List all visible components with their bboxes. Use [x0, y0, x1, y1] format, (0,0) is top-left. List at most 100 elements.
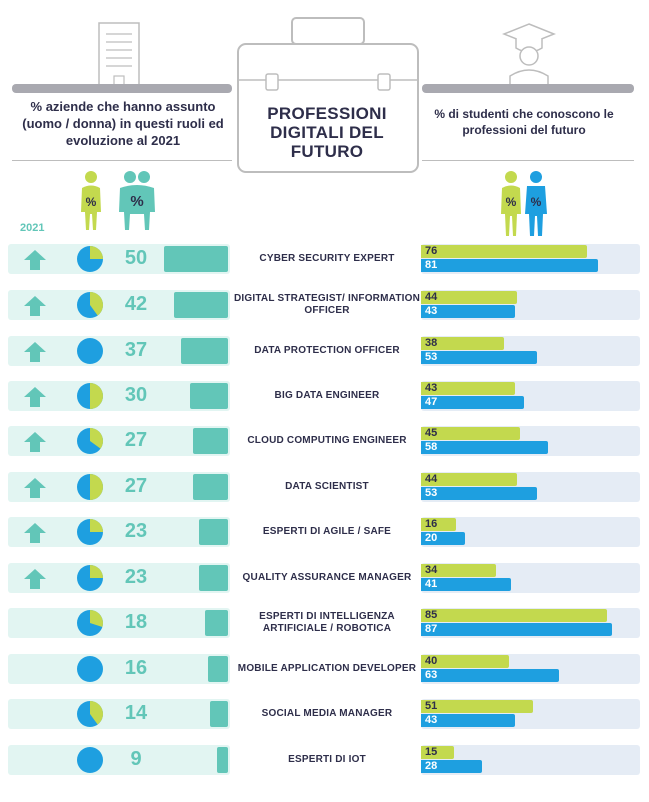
table-row: 18 ESPERTI DI INTELLIGENZA ARTIFICIALE / …	[0, 608, 649, 638]
up-arrow-icon	[24, 478, 46, 498]
companies-hiring-bar	[198, 565, 228, 591]
right-header-divider	[422, 160, 634, 161]
woman-man-percent-icon: % %	[501, 171, 547, 236]
profession-label: SOCIAL MEDIA MANAGER	[261, 708, 393, 719]
profession-label: BIG DATA ENGINEER	[274, 390, 380, 401]
profession-label: CYBER SECURITY EXPERT	[259, 253, 395, 264]
students-men-value: 63	[425, 669, 438, 681]
students-women-value: 85	[425, 609, 438, 621]
pie-slice-women	[90, 519, 103, 532]
companies-hiring-value: 23	[124, 566, 148, 588]
left-row-background	[8, 745, 230, 775]
table-row: 42 DIGITAL STRATEGIST/ INFORMATION OFFICE…	[0, 290, 649, 320]
woman-percent-symbol: %	[86, 195, 97, 209]
students-women-bar	[421, 746, 454, 759]
students-women-value: 43	[425, 382, 438, 394]
gender-pie-chart	[77, 565, 103, 591]
left-header-text: % aziende che hanno assunto (uomo / donn…	[22, 99, 224, 148]
graduate-icon	[502, 23, 556, 88]
students-men-value: 28	[425, 760, 438, 772]
students-men-bar	[421, 396, 524, 409]
gender-pie-chart	[77, 338, 103, 364]
pie-slice-men	[77, 656, 103, 682]
students-women-bar	[421, 564, 496, 577]
students-women-bar	[421, 245, 588, 258]
left-row-background	[8, 517, 230, 547]
profession-label: ESPERTI DI IOT	[288, 754, 366, 765]
students-men-bar	[421, 669, 559, 682]
students-men-bar	[421, 623, 612, 636]
profession-label: DATA SCIENTIST	[285, 481, 369, 492]
gender-pie-chart	[77, 701, 104, 727]
students-women-bar	[421, 518, 456, 531]
table-row: 14 SOCIAL MEDIA MANAGER 51 43	[0, 699, 649, 729]
companies-hiring-value: 23	[124, 520, 148, 542]
up-arrow-icon	[24, 387, 46, 407]
table-row: 50 CYBER SECURITY EXPERT 76 81	[0, 244, 649, 274]
students-women-value: 40	[425, 655, 438, 667]
companies-hiring-value: 37	[124, 339, 148, 361]
year-label: 2021	[20, 222, 45, 234]
up-arrow-icon	[24, 569, 46, 589]
students-men-value: 41	[425, 578, 438, 590]
center-title: PROFESSIONI DIGITALI DEL FUTURO	[267, 104, 387, 161]
companies-hiring-value: 9	[130, 748, 142, 770]
profession-label: QUALITY ASSURANCE MANAGER	[242, 572, 412, 583]
profession-label: CLOUD COMPUTING ENGINEER	[247, 435, 407, 446]
students-women-bar	[421, 427, 520, 440]
table-row: 23 ESPERTI DI AGILE / SAFE 16 20	[0, 517, 649, 547]
companies-hiring-value: 16	[124, 657, 148, 679]
students-men-value: 53	[425, 351, 438, 363]
gender-pie-chart	[77, 474, 103, 500]
companies-hiring-bar	[174, 292, 228, 318]
companies-hiring-value: 14	[124, 702, 148, 724]
table-row: 16 MOBILE APPLICATION DEVELOPER 40 63	[0, 654, 649, 684]
pie-slice-women	[90, 383, 103, 409]
table-row: 23 QUALITY ASSURANCE MANAGER 34 41	[0, 563, 649, 593]
students-women-bar	[421, 382, 516, 395]
man-stat-percent-symbol: %	[531, 195, 542, 209]
companies-hiring-bar	[216, 747, 228, 773]
document-icon	[98, 22, 140, 88]
profession-label: ESPERTI DI AGILE / SAFE	[262, 526, 392, 537]
students-women-bar	[421, 473, 518, 486]
briefcase-icon	[237, 17, 419, 173]
students-women-bar	[421, 337, 505, 350]
students-women-value: 44	[425, 473, 438, 485]
students-women-value: 45	[425, 427, 438, 439]
table-row: 9 ESPERTI DI IOT 15 28	[0, 745, 649, 775]
students-women-bar	[421, 609, 608, 622]
woman-percent-icon: %	[81, 171, 101, 230]
students-women-value: 38	[425, 337, 438, 349]
students-men-bar	[421, 441, 548, 454]
companies-hiring-bar	[210, 701, 228, 727]
companies-hiring-value: 50	[124, 247, 148, 269]
companies-hiring-bar	[207, 656, 228, 682]
gender-pie-chart	[77, 656, 103, 682]
companies-hiring-value: 27	[124, 429, 148, 451]
companies-hiring-bar	[205, 610, 228, 636]
students-men-value: 43	[425, 305, 438, 317]
students-men-value: 81	[425, 259, 438, 271]
left-row-background	[8, 654, 230, 684]
students-men-value: 53	[425, 487, 438, 499]
students-men-value: 87	[425, 623, 438, 635]
up-arrow-icon	[24, 296, 46, 316]
pie-slice-women	[90, 292, 104, 316]
students-men-bar	[421, 578, 511, 591]
companies-hiring-value: 18	[124, 611, 148, 633]
table-row: 37 DATA PROTECTION OFFICER 38 53	[0, 336, 649, 366]
students-women-value: 15	[425, 746, 438, 758]
up-arrow-icon	[24, 250, 46, 270]
profession-label: MOBILE APPLICATION DEVELOPER	[237, 663, 417, 674]
pie-slice-women	[90, 428, 104, 449]
companies-hiring-bar	[164, 246, 228, 272]
students-women-value: 44	[425, 291, 438, 303]
profession-label: DIGITAL STRATEGIST/ INFORMATION OFFICER	[234, 293, 421, 316]
up-arrow-icon	[24, 432, 46, 452]
students-men-value: 58	[425, 441, 438, 453]
students-men-bar	[421, 305, 516, 318]
companies-hiring-bar	[189, 383, 228, 409]
gender-pie-chart	[77, 428, 104, 454]
up-arrow-icon	[24, 342, 46, 362]
